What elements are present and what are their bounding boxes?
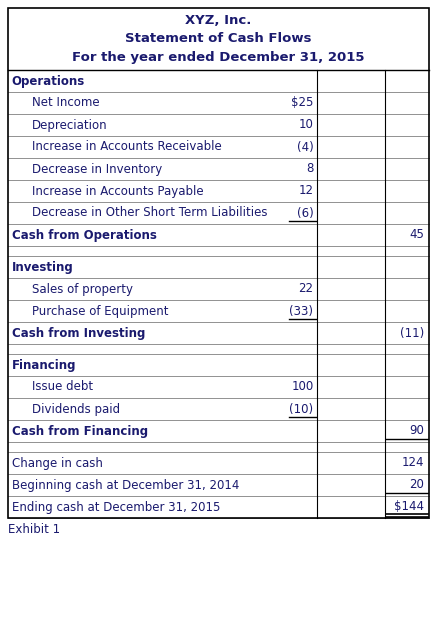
- Text: Investing: Investing: [12, 261, 73, 274]
- Text: Net Income: Net Income: [32, 96, 100, 109]
- Bar: [8, 8, 429, 518]
- Text: Ending cash at December 31, 2015: Ending cash at December 31, 2015: [12, 501, 220, 514]
- Text: $25: $25: [291, 96, 313, 109]
- Text: Financing: Financing: [12, 358, 76, 371]
- Text: (4): (4): [297, 140, 313, 153]
- Text: 12: 12: [298, 185, 313, 198]
- Text: $144: $144: [394, 501, 424, 514]
- Text: (6): (6): [297, 206, 313, 219]
- Text: Purchase of Equipment: Purchase of Equipment: [32, 305, 169, 318]
- Text: Decrease in Inventory: Decrease in Inventory: [32, 163, 162, 176]
- Text: 45: 45: [409, 229, 424, 242]
- Text: Increase in Accounts Payable: Increase in Accounts Payable: [32, 185, 204, 198]
- Text: Beginning cash at December 31, 2014: Beginning cash at December 31, 2014: [12, 478, 239, 491]
- Text: (11): (11): [400, 326, 424, 339]
- Text: Operations: Operations: [12, 75, 85, 88]
- Text: XYZ, Inc.: XYZ, Inc.: [185, 14, 252, 27]
- Text: (33): (33): [289, 305, 313, 318]
- Text: Depreciation: Depreciation: [32, 119, 108, 132]
- Text: 22: 22: [298, 282, 313, 295]
- Text: 10: 10: [298, 119, 313, 132]
- Text: Statement of Cash Flows: Statement of Cash Flows: [125, 33, 312, 46]
- Text: 20: 20: [409, 478, 424, 491]
- Text: Issue debt: Issue debt: [32, 381, 93, 394]
- Text: (10): (10): [289, 402, 313, 415]
- Text: Cash from Investing: Cash from Investing: [12, 326, 145, 339]
- Text: Sales of property: Sales of property: [32, 282, 133, 295]
- Text: 90: 90: [409, 425, 424, 438]
- Text: Increase in Accounts Receivable: Increase in Accounts Receivable: [32, 140, 222, 153]
- Text: 8: 8: [306, 163, 313, 176]
- Text: Cash from Financing: Cash from Financing: [12, 425, 148, 438]
- Text: 100: 100: [291, 381, 313, 394]
- Text: Dividends paid: Dividends paid: [32, 402, 120, 415]
- Text: For the year ended December 31, 2015: For the year ended December 31, 2015: [72, 51, 365, 64]
- Text: 124: 124: [402, 457, 424, 470]
- Text: Exhibit 1: Exhibit 1: [8, 523, 60, 536]
- Text: Decrease in Other Short Term Liabilities: Decrease in Other Short Term Liabilities: [32, 206, 267, 219]
- Text: Cash from Operations: Cash from Operations: [12, 229, 156, 242]
- Text: Change in cash: Change in cash: [12, 457, 102, 470]
